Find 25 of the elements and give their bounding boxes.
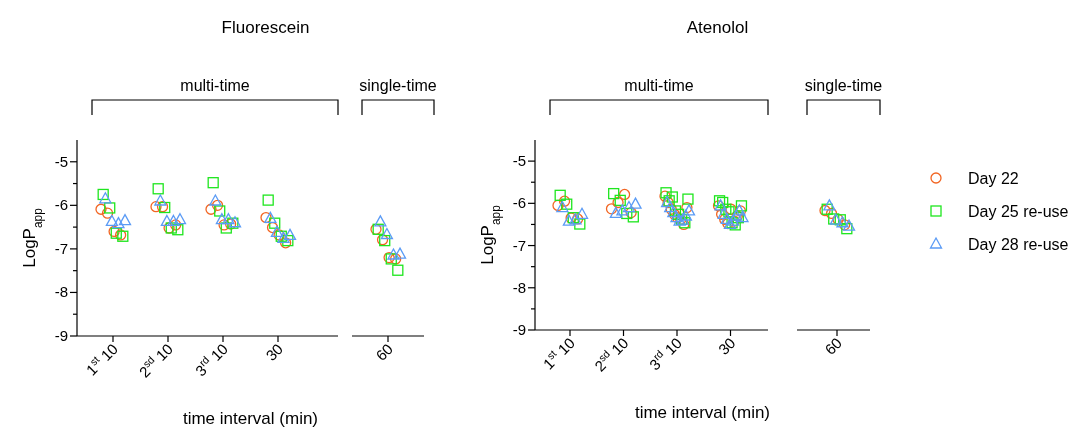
legend-label: Day 28 re-use [968, 236, 1069, 253]
y-tick-label: -8 [512, 278, 526, 296]
y-tick-label: -5 [512, 152, 526, 170]
x-axis-title: time interval (min) [182, 409, 319, 428]
text: single-time [804, 77, 883, 94]
text: multi-time [624, 77, 694, 94]
y-tick-label: -5 [54, 152, 68, 170]
y-tick-label: -9 [54, 327, 68, 344]
y-tick-label: -9 [512, 321, 526, 338]
legend-label: Day 25 re-use [968, 203, 1069, 220]
x-tick-label: 60 [821, 334, 846, 358]
chart-title: Fluorescein [221, 18, 310, 37]
y-tick-label: -6 [512, 194, 526, 212]
x-tick-label: 30 [262, 340, 287, 364]
y-tick-label: -8 [54, 283, 68, 301]
text: multi-time [180, 77, 250, 94]
x-tick-label: 60 [372, 340, 397, 364]
x-tick-label: 30 [714, 334, 739, 358]
chart-title: Atenolol [686, 18, 749, 37]
legend-label: Day 22 [968, 170, 1019, 187]
text: single-time [359, 77, 437, 94]
y-tick-label: -7 [512, 236, 526, 254]
x-axis-title: time interval (min) [634, 403, 771, 422]
y-tick-label: -6 [54, 196, 68, 214]
y-tick-label: -7 [54, 239, 68, 257]
